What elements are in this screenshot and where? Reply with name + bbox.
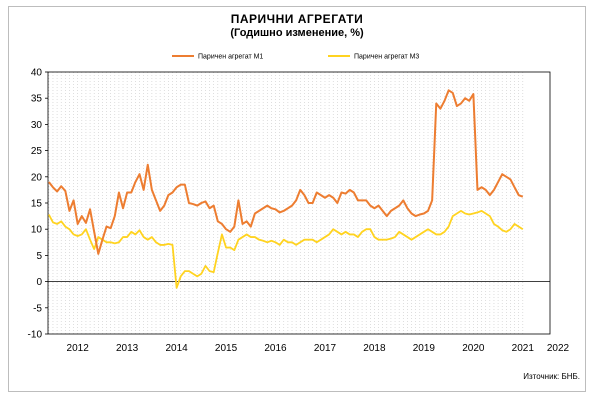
y-tick-label: 15 bbox=[31, 199, 43, 210]
y-tick-label: 30 bbox=[31, 120, 43, 131]
series-line-m1 bbox=[48, 89, 524, 255]
y-tick-label: 40 bbox=[31, 68, 43, 79]
series-lines bbox=[48, 89, 524, 289]
source-note: Източник: БНБ. bbox=[523, 372, 580, 381]
series-line-m3 bbox=[48, 209, 524, 289]
chart-title: ПАРИЧНИ АГРЕГАТИ bbox=[230, 12, 364, 26]
y-tick-label: 10 bbox=[31, 225, 43, 236]
legend: Паричен агрегат М1 Паричен агрегат М3 bbox=[172, 54, 419, 61]
y-tick-label: 0 bbox=[36, 277, 42, 288]
y-tick-labels: -10 -5 0 5 10 15 20 25 30 35 40 bbox=[28, 68, 43, 341]
x-tick-label: 2022 bbox=[547, 343, 570, 354]
x-tick-label: 2016 bbox=[264, 343, 287, 354]
y-tick-label: -5 bbox=[33, 303, 42, 314]
grid-lines bbox=[48, 72, 524, 334]
legend-item-m1-label: Паричен агрегат М1 bbox=[198, 54, 263, 61]
legend-item-m3-label: Паричен агрегат М3 bbox=[354, 54, 419, 61]
x-tick-label: 2014 bbox=[165, 343, 188, 354]
y-tick-label: 25 bbox=[31, 146, 43, 157]
axes bbox=[45, 71, 551, 335]
x-tick-label: 2020 bbox=[462, 343, 485, 354]
x-tick-label: 2013 bbox=[116, 343, 139, 354]
x-tick-labels: 2012 2013 2014 2015 2016 2017 2018 2019 2020 2021… bbox=[67, 343, 570, 354]
x-tick-label: 2017 bbox=[314, 343, 337, 354]
chart-subtitle: (Годишно изменение, %) bbox=[230, 27, 364, 39]
x-tick-label: 2021 bbox=[512, 343, 535, 354]
y-tick-label: 35 bbox=[31, 94, 43, 105]
x-tick-label: 2019 bbox=[413, 343, 436, 354]
y-tick-label: -10 bbox=[28, 330, 43, 341]
x-tick-label: 2018 bbox=[363, 343, 386, 354]
y-tick-label: 20 bbox=[31, 172, 43, 183]
y-tick-label: 5 bbox=[36, 251, 42, 262]
x-tick-label: 2012 bbox=[67, 343, 90, 354]
x-tick-label: 2015 bbox=[215, 343, 238, 354]
